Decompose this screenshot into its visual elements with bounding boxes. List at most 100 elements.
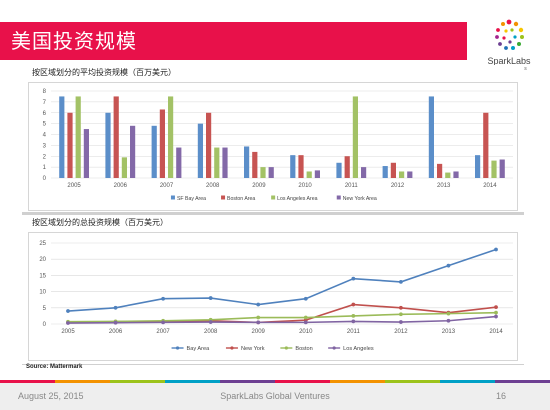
y-tick-label: 4 (43, 133, 47, 139)
title-banner: 美国投资规模 (0, 22, 467, 60)
average-investment-bar-chart: 0 1 2 3 4 5 6 7 8 2005 2006 2007 2008 2009 2010 2011 201… (43, 89, 513, 202)
bar-sf-bay-area-2013 (428, 96, 434, 178)
bar-new-york-area-2010 (314, 170, 320, 178)
legend-marker-los-angeles (332, 346, 336, 350)
point-bay-area-2007 (161, 296, 166, 301)
footer-stripe-segment (385, 380, 440, 383)
bar-boston-area-2008 (206, 112, 212, 178)
bar-los-angeles-area-2005 (75, 96, 81, 178)
logo-wordmark: SparkLabs (487, 56, 531, 66)
x-tick-label: 2014 (483, 183, 497, 189)
footer-stripe-segment (220, 380, 275, 383)
legend-label-los-angeles-area: Los Angeles Area (277, 196, 317, 202)
point-los-angeles-2011 (351, 319, 356, 324)
legend-label-sf-bay-area: SF Bay Area (177, 196, 206, 202)
x-tick-label: 2011 (345, 183, 359, 189)
x-tick-label: 2010 (298, 183, 312, 189)
x-tick-label: 2006 (109, 329, 123, 335)
footer-stripe-segment (0, 380, 55, 383)
bar-sf-bay-area-2005 (59, 96, 65, 178)
bar-los-angeles-area-2007 (168, 96, 174, 178)
footer-stripe-segment (110, 380, 165, 383)
point-bay-area-2014 (494, 247, 498, 252)
x-tick-label: 2005 (67, 183, 81, 189)
x-tick-label: 2012 (391, 183, 405, 189)
footer-stripe-segment (330, 380, 385, 383)
point-boston-2011 (351, 314, 356, 318)
bar-sf-bay-area-2006 (105, 112, 111, 178)
point-bay-area-2006 (113, 305, 118, 310)
bar-new-york-area-2012 (407, 171, 413, 178)
point-new-york-2014 (494, 305, 498, 310)
footer-stripe-segment (440, 380, 495, 383)
x-tick-label: 2008 (204, 329, 218, 335)
bar-boston-area-2010 (298, 155, 304, 178)
point-los-angeles-2013 (446, 318, 451, 323)
point-los-angeles-2007 (161, 320, 166, 325)
bar-los-angeles-area-2013 (445, 172, 451, 178)
y-tick-label: 7 (43, 100, 47, 106)
point-boston-2014 (494, 310, 498, 315)
point-los-angeles-2006 (113, 320, 118, 325)
bar-los-angeles-area-2012 (399, 171, 405, 178)
bar-new-york-area-2014 (499, 159, 505, 178)
legend-label-los-angeles: Los Angeles (343, 346, 374, 352)
y-tick-label: 25 (39, 241, 46, 247)
footer-stripe-segment (55, 380, 110, 383)
total-chart-box: 0 5 10 15 20 25 2005 2006 2007 2008 2009 2010 2011 20… (28, 232, 518, 361)
x-tick-label: 2006 (114, 183, 128, 189)
slide-title: 美国投资规模 (11, 29, 137, 53)
x-tick-label: 2009 (252, 329, 266, 335)
y-tick-label: 8 (43, 89, 47, 95)
x-tick-label: 2014 (489, 329, 503, 335)
point-bay-area-2012 (398, 279, 403, 284)
x-tick-label: 2011 (347, 329, 361, 335)
footer-color-stripe (0, 380, 550, 383)
bar-sf-bay-area-2010 (290, 155, 296, 178)
average-investment-panel: 按区域划分的平均投资规模（百万美元） 0 1 2 3 4 5 6 7 8 2005 2006 2007… (22, 65, 524, 214)
footer-stripe-segment (495, 380, 550, 383)
y-tick-label: 0 (43, 176, 47, 182)
total-investment-line-chart: 0 5 10 15 20 25 2005 2006 2007 2008 2009 2010 2011 20… (39, 241, 513, 352)
y-tick-label: 20 (39, 257, 46, 263)
y-tick-label: 10 (39, 290, 46, 296)
page-number: 16 (496, 391, 507, 401)
bar-sf-bay-area-2009 (244, 146, 250, 178)
x-tick-label: 2007 (160, 183, 174, 189)
y-tick-label: 2 (43, 154, 47, 160)
x-tick-label: 2013 (442, 329, 456, 335)
point-new-york-2011 (351, 302, 356, 307)
y-tick-label: 1 (43, 165, 47, 171)
point-boston-2010 (303, 315, 308, 320)
footer-company: SparkLabs Global Ventures (220, 391, 330, 401)
x-tick-label: 2008 (206, 183, 220, 189)
y-tick-label: 15 (39, 273, 46, 279)
bar-new-york-area-2005 (83, 129, 89, 178)
average-chart-box: 0 1 2 3 4 5 6 7 8 2005 2006 2007 2008 2009 2010 2011 201… (28, 82, 518, 211)
legend-swatch-los-angeles-area (271, 195, 276, 200)
footer-stripe-segment (165, 380, 220, 383)
bar-new-york-area-2006 (130, 125, 136, 178)
bar-new-york-area-2011 (361, 167, 367, 178)
y-tick-label: 6 (43, 111, 47, 117)
point-los-angeles-2014 (494, 314, 498, 319)
bar-new-york-area-2009 (268, 167, 274, 178)
point-bay-area-2008 (208, 296, 213, 300)
total-chart-title: 按区域划分的总投资规模（百万美元） (32, 218, 168, 227)
point-boston-2009 (256, 315, 261, 320)
legend-marker-bay-area (175, 346, 180, 350)
y-tick-label: 5 (43, 306, 47, 312)
footer: August 25, 2015 SparkLabs Global Venture… (0, 380, 550, 410)
footer-date: August 25, 2015 (18, 391, 84, 401)
point-bay-area-2009 (256, 302, 261, 307)
x-tick-label: 2010 (299, 329, 313, 335)
bar-boston-area-2009 (252, 151, 258, 178)
line-boston (67, 311, 497, 323)
source-note: Source: Mattermark (26, 364, 83, 370)
legend-marker-boston (284, 346, 288, 350)
bar-los-angeles-area-2011 (352, 96, 358, 178)
bar-boston-area-2014 (483, 112, 489, 178)
sparklabs-logo-icon (495, 19, 524, 50)
bar-sf-bay-area-2008 (197, 123, 203, 178)
bar-sf-bay-area-2014 (475, 155, 481, 178)
